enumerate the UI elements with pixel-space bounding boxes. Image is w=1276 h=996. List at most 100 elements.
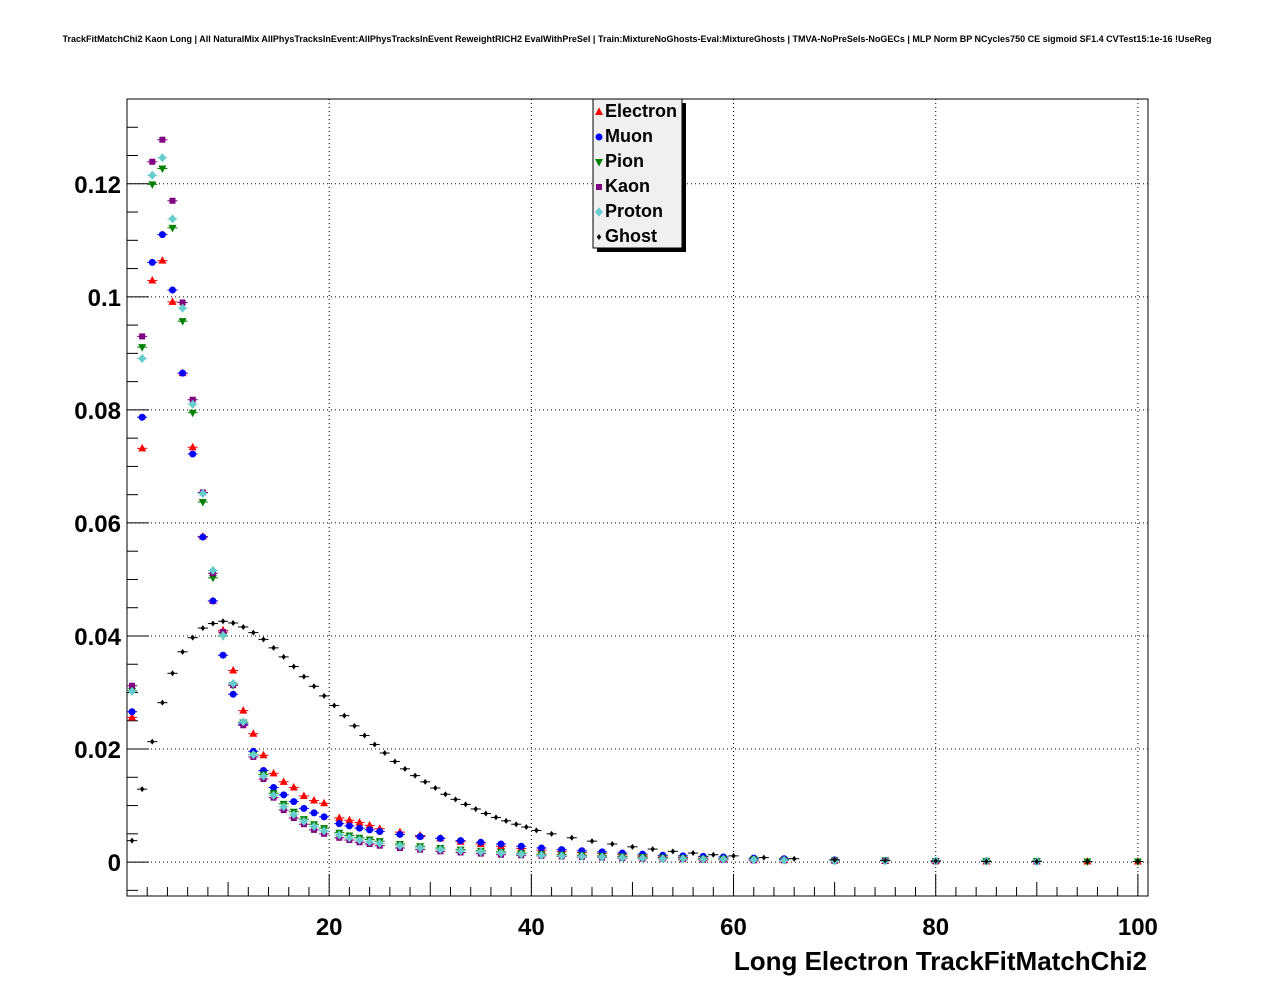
data-point-muon	[189, 450, 197, 458]
data-point-muon	[310, 809, 318, 817]
data-point-ghost	[352, 722, 357, 729]
y-tick-label: 0.04	[74, 624, 121, 651]
data-point-ghost	[984, 858, 989, 865]
data-point-proton	[497, 848, 506, 858]
data-point-proton	[279, 802, 288, 812]
data-point-electron	[310, 795, 319, 804]
data-point-ghost	[933, 857, 938, 864]
data-point-ghost	[483, 810, 489, 817]
data-point-proton	[355, 835, 364, 845]
data-point-ghost	[832, 856, 837, 863]
data-point-proton	[320, 826, 329, 836]
data-point-proton	[148, 170, 157, 180]
data-point-ghost	[291, 663, 296, 670]
data-point-proton	[259, 771, 268, 781]
legend-label-electron: Electron	[605, 101, 677, 121]
y-tick-label: 0.1	[88, 285, 121, 312]
data-point-proton	[678, 854, 687, 864]
data-point-ghost	[301, 673, 307, 680]
x-tick-label: 20	[316, 914, 343, 941]
data-point-proton	[168, 214, 177, 224]
data-point-electron	[229, 665, 238, 674]
data-point-electron	[365, 820, 374, 829]
data-point-muon	[345, 822, 353, 830]
data-point-ghost	[731, 852, 736, 859]
data-point-proton	[365, 837, 374, 847]
data-point-proton	[436, 845, 445, 855]
data-point-electron	[188, 442, 197, 451]
data-point-electron	[320, 798, 329, 807]
data-point-ghost	[453, 796, 458, 803]
data-point-proton	[749, 855, 758, 865]
legend: Electron Muon Pion Kaon Proton Ghost	[592, 98, 686, 252]
data-point-muon	[300, 804, 308, 812]
data-point-ghost	[342, 712, 347, 719]
x-tick-label: 80	[922, 914, 949, 941]
y-tick-label: 0.08	[74, 398, 121, 425]
data-point-ghost	[1135, 858, 1141, 865]
data-point-muon	[320, 813, 328, 821]
data-point-ghost	[129, 837, 135, 844]
data-point-ghost	[493, 814, 499, 821]
data-point-muon	[148, 258, 156, 266]
data-point-electron	[138, 443, 147, 452]
data-point-ghost	[650, 846, 655, 853]
data-point-electron	[158, 256, 167, 264]
y-tick-label: 0	[108, 850, 121, 877]
data-point-ghost	[443, 791, 448, 798]
data-point-ghost	[463, 801, 468, 808]
data-point-ghost	[610, 840, 615, 847]
data-point-muon	[436, 834, 444, 842]
data-point-muon	[280, 791, 288, 799]
data-point-pion	[198, 499, 207, 507]
data-point-muon	[366, 826, 374, 834]
legend-marker-muon	[595, 133, 603, 141]
data-point-ghost	[711, 851, 716, 858]
data-point-electron	[279, 777, 288, 785]
data-point-ghost	[534, 827, 539, 834]
x-tick-label: 40	[518, 914, 545, 941]
data-point-pion	[208, 574, 217, 583]
data-point-ghost	[170, 670, 175, 677]
data-point-muon	[168, 286, 176, 294]
y-tick-label: 0.06	[74, 511, 121, 538]
series-proton	[127, 153, 1042, 867]
series-ghost	[127, 618, 1143, 865]
data-point-proton	[219, 630, 228, 640]
data-point-ghost	[392, 758, 398, 765]
data-point-ghost	[150, 738, 155, 745]
data-point-kaon	[179, 299, 186, 306]
data-point-kaon	[159, 136, 166, 143]
chart-title: TrackFitMatchChi2 Kaon Long | All Natura…	[63, 34, 1212, 44]
data-point-muon	[558, 846, 566, 854]
data-point-proton	[198, 489, 207, 499]
data-point-ghost	[332, 702, 337, 709]
data-point-kaon	[129, 682, 136, 689]
data-point-electron	[335, 813, 344, 821]
data-point-muon	[158, 231, 166, 239]
data-point-ghost	[139, 786, 145, 793]
grid-lines	[127, 99, 1148, 896]
data-point-proton	[416, 843, 425, 853]
data-point-proton	[289, 810, 298, 820]
data-point-proton	[780, 855, 789, 865]
data-point-ghost	[513, 821, 519, 828]
data-point-ghost	[251, 629, 256, 636]
data-point-pion	[158, 165, 167, 174]
data-point-ghost	[589, 838, 595, 845]
data-point-ghost	[210, 620, 216, 627]
data-point-kaon	[139, 333, 146, 340]
data-point-proton	[299, 816, 308, 826]
data-point-ghost	[569, 834, 574, 841]
data-point-electron	[249, 729, 258, 737]
legend-label-muon: Muon	[605, 126, 653, 146]
data-point-ghost	[882, 857, 888, 864]
series-muon	[127, 231, 1042, 866]
data-point-pion	[168, 224, 177, 233]
legend-box	[592, 98, 683, 249]
legend-label-kaon: Kaon	[605, 176, 650, 196]
data-point-electron	[289, 782, 298, 791]
legend-marker-electron	[595, 107, 603, 115]
data-point-muon	[356, 824, 364, 832]
data-point-ghost	[524, 824, 529, 831]
